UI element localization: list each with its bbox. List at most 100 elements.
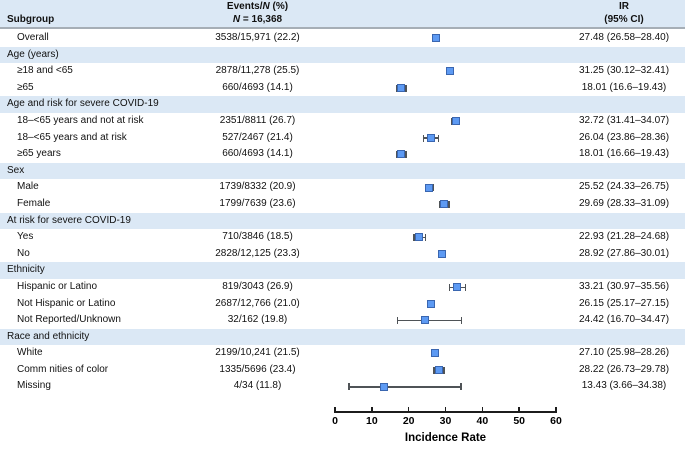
point-estimate-marker bbox=[437, 249, 446, 258]
section-label: Ethnicity bbox=[7, 264, 45, 276]
table-row: Not Hispanic or Latino 2687/12,766 (21.0… bbox=[0, 296, 685, 313]
point-estimate-marker bbox=[415, 233, 424, 242]
point-estimate-marker bbox=[426, 133, 435, 142]
column-header-events: Events/N (%) N = 16,368 bbox=[180, 1, 335, 26]
ir-value: 22.93 (21.28–24.68) bbox=[578, 231, 670, 243]
section-label: Age (years) bbox=[7, 48, 59, 60]
ir-value: 27.10 (25.98–28.26) bbox=[578, 347, 670, 359]
point-estimate-marker bbox=[453, 283, 462, 292]
table-row: Yes 710/3846 (18.5) 22.93 (21.28–24.68) bbox=[0, 229, 685, 246]
ir-value: 29.69 (28.33–31.09) bbox=[578, 197, 670, 209]
ci-cap-right bbox=[424, 234, 426, 242]
section-row: Race and ethnicity bbox=[0, 328, 685, 346]
events-value: 527/2467 (21.4) bbox=[222, 131, 293, 143]
subgroup-label: Hispanic or Latino bbox=[17, 280, 98, 292]
axis-tick-label: 30 bbox=[439, 415, 452, 427]
subgroup-label: Missing bbox=[17, 380, 51, 392]
events-value: 1799/7639 (23.6) bbox=[219, 197, 296, 209]
events-value: 660/4693 (14.1) bbox=[222, 81, 293, 93]
axis-tick bbox=[444, 406, 447, 413]
ir-value: 27.48 (26.58–28.40) bbox=[578, 32, 670, 43]
point-estimate-marker bbox=[427, 299, 436, 308]
ir-header-line2: (95% CI) bbox=[604, 13, 644, 25]
point-estimate-marker bbox=[397, 150, 406, 159]
ci-cap-right bbox=[459, 117, 461, 125]
ci-cap-right bbox=[464, 283, 466, 291]
axis-tick bbox=[334, 406, 336, 413]
subgroup-label: Yes bbox=[17, 231, 34, 243]
point-estimate-marker bbox=[432, 34, 441, 43]
ci-whisker bbox=[348, 386, 462, 388]
table-row: Comm nities of color 1335/5696 (23.4) 28… bbox=[0, 362, 685, 379]
ci-cap-left bbox=[449, 283, 451, 291]
subgroup-label: ≥65 bbox=[17, 81, 34, 93]
ci-cap-right bbox=[438, 134, 440, 142]
events-value: 1335/5696 (23.4) bbox=[219, 363, 296, 375]
axis-tick-label: 40 bbox=[476, 415, 489, 427]
table-row: ≥65 years 660/4693 (14.1) 18.01 (16.66–1… bbox=[0, 146, 685, 163]
ci-cap-right bbox=[460, 317, 462, 325]
ci-cap-left bbox=[413, 234, 415, 242]
table-row: White 2199/10,241 (21.5) 27.10 (25.98–28… bbox=[0, 345, 685, 362]
subgroup-label: Not Reported/Unknown bbox=[17, 314, 121, 326]
ci-cap-left bbox=[439, 200, 441, 208]
table-row: Female 1799/7639 (23.6) 29.69 (28.33–31.… bbox=[0, 196, 685, 213]
events-value: 3538/15,971 (22.2) bbox=[215, 32, 300, 43]
table-row: Not Reported/Unknown 32/162 (19.8) 24.42… bbox=[0, 312, 685, 329]
events-value: 819/3043 (26.9) bbox=[222, 280, 293, 292]
axis-tick-label: 10 bbox=[365, 415, 378, 427]
axis-tick bbox=[407, 406, 410, 413]
point-estimate-marker bbox=[434, 366, 443, 375]
axis-tick-label: 50 bbox=[513, 415, 525, 427]
table-header: Subgroup Events/N (%) N = 16,368 IR (95%… bbox=[0, 0, 685, 27]
events-value: 32/162 (19.8) bbox=[227, 314, 288, 326]
subgroup-label: 18–<65 years and at risk bbox=[17, 131, 127, 143]
ci-cap-right bbox=[405, 151, 407, 159]
ci-cap-right bbox=[460, 383, 462, 391]
ir-value: 26.04 (23.86–28.36) bbox=[578, 131, 670, 143]
x-axis: Incidence Rate 0 10 20 30 40 50 60 bbox=[0, 406, 685, 455]
ir-header-line1: IR bbox=[619, 1, 629, 12]
subgroup-label: White bbox=[17, 347, 43, 359]
events-value: 2878/11,278 (25.5) bbox=[215, 65, 300, 77]
ci-whisker bbox=[396, 319, 462, 322]
ir-value: 31.25 (30.12–32.41) bbox=[578, 65, 670, 77]
events-value: 2687/12,766 (21.0) bbox=[215, 297, 300, 309]
subgroup-label: ≥18 and <65 bbox=[17, 65, 73, 77]
axis-tick bbox=[481, 406, 484, 413]
events-value: 2828/12,125 (23.3) bbox=[215, 247, 300, 259]
ci-cap-left bbox=[433, 366, 435, 374]
subgroup-label: Comm nities of color bbox=[17, 363, 109, 375]
ci-cap-right bbox=[443, 366, 445, 374]
ci-cap-left bbox=[396, 317, 398, 325]
axis-tick bbox=[555, 406, 557, 413]
events-header-line1: Events/N (%) bbox=[226, 1, 289, 12]
subgroup-label: Not Hispanic or Latino bbox=[17, 297, 116, 309]
ci-cap-left bbox=[422, 134, 425, 142]
axis-tick bbox=[518, 406, 520, 413]
point-estimate-marker bbox=[380, 382, 389, 391]
column-header-ir: IR (95% CI) bbox=[558, 1, 685, 26]
ir-value: 25.52 (24.33–26.75) bbox=[578, 181, 670, 193]
section-label: Sex bbox=[7, 164, 25, 176]
header-rule bbox=[0, 27, 685, 29]
events-value: 4/34 (11.8) bbox=[233, 380, 282, 392]
section-row: Age and risk for severe COVID-19 bbox=[0, 96, 685, 113]
point-estimate-marker bbox=[420, 316, 429, 325]
point-estimate-marker bbox=[397, 83, 406, 92]
subgroup-label: ≥65 years bbox=[17, 148, 61, 160]
point-estimate-marker bbox=[440, 200, 449, 209]
events-value: 660/4693 (14.1) bbox=[222, 148, 293, 160]
ir-value: 33.21 (30.97–35.56) bbox=[578, 280, 670, 292]
section-label: Age and risk for severe COVID-19 bbox=[7, 98, 159, 110]
ir-value: 24.42 (16.70–34.47) bbox=[578, 314, 670, 326]
table-row: No 2828/12,125 (23.3) 28.92 (27.86–30.01… bbox=[0, 246, 685, 263]
events-header-line2: N = 16,368 bbox=[232, 13, 283, 25]
axis-tick-label: 60 bbox=[550, 415, 562, 427]
table-row: Male 1739/8332 (20.9) 25.52 (24.33–26.75… bbox=[0, 179, 685, 196]
table-row: ≥18 and <65 2878/11,278 (25.5) 31.25 (30… bbox=[0, 63, 685, 80]
ci-cap-left bbox=[396, 151, 398, 159]
ci-cap-left bbox=[450, 117, 452, 125]
section-row: Ethnicity bbox=[0, 262, 685, 279]
